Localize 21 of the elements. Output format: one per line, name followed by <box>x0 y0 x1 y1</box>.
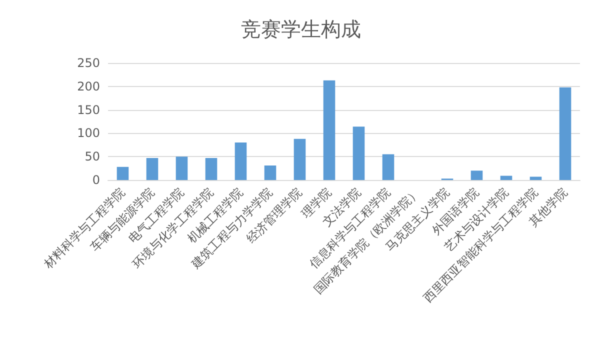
y-tick-label: 150 <box>77 102 100 117</box>
bar <box>234 142 247 180</box>
y-tick-label: 50 <box>84 150 100 164</box>
bar <box>176 156 188 180</box>
bar <box>382 154 394 180</box>
y-tick-label: 100 <box>77 126 100 140</box>
bar <box>352 126 365 180</box>
bar <box>205 158 218 180</box>
y-tick-label: 200 <box>77 79 100 94</box>
y-tick-label: 0 <box>92 173 100 187</box>
bar <box>530 176 542 180</box>
bar <box>470 170 483 180</box>
bar <box>294 138 306 180</box>
bar <box>116 166 129 180</box>
bar <box>500 176 512 180</box>
bar <box>323 80 336 180</box>
bar <box>264 165 276 180</box>
chart-title: 竞赛学生构成 <box>241 17 361 41</box>
y-tick-label: 250 <box>77 56 100 70</box>
bar <box>559 87 572 180</box>
bar <box>146 158 158 180</box>
